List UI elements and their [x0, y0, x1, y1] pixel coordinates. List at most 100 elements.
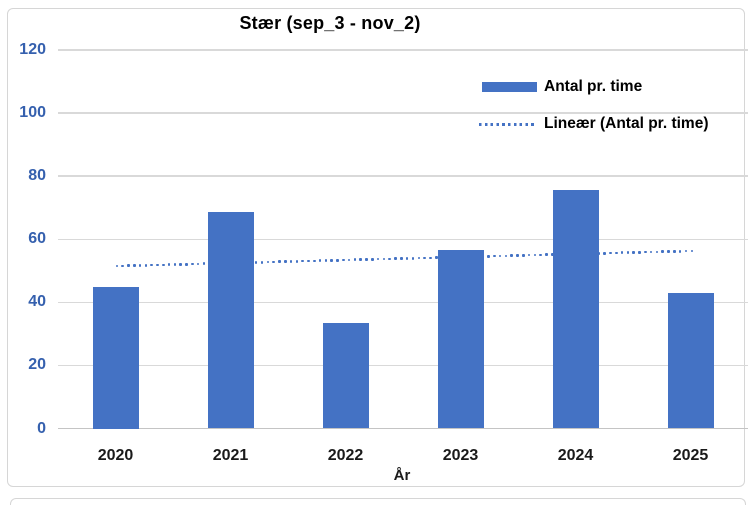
bar-2025[interactable]: [667, 292, 714, 429]
x-axis-tick-label: 2025: [672, 447, 709, 464]
y-axis-tick-label: 120: [19, 41, 46, 58]
trendline-dot: [138, 264, 142, 267]
bar-2023[interactable]: [437, 250, 484, 429]
trendline-dot: [202, 262, 206, 266]
trendline-dot: [260, 260, 264, 264]
trendline-dot: [336, 258, 339, 262]
trendline-dot: [597, 252, 601, 255]
x-axis-tick-label: 2024: [557, 447, 594, 464]
trendline-dot: [493, 254, 496, 258]
trendline-dot: [626, 251, 630, 254]
trendline-dot: [400, 257, 403, 260]
trendline-dot: [156, 263, 159, 267]
legend-item-trendline[interactable]: Lineær (Antal pr. time): [479, 115, 709, 133]
trendline-dot: [510, 254, 514, 257]
trendline-dot: [347, 258, 351, 262]
trendline-dot: [382, 257, 386, 261]
trendline-dot: [609, 251, 612, 255]
bar-2022[interactable]: [322, 322, 369, 429]
chart-title[interactable]: Stær (sep_3 - nov_2): [239, 13, 421, 33]
trendline-dot: [504, 254, 508, 258]
legend-bar-swatch: [482, 82, 537, 92]
trendline-dot: [644, 250, 647, 254]
trendline-dot: [498, 254, 502, 258]
y-axis-tick-label: 80: [28, 167, 46, 185]
trendline-dot: [661, 250, 665, 253]
trendline-dot: [405, 257, 409, 260]
trendline-dot: [144, 263, 148, 267]
trendline-dot: [371, 258, 374, 261]
bar-2024[interactable]: [552, 190, 599, 429]
trendline-dot: [330, 259, 333, 262]
trendline-dot: [359, 258, 363, 261]
trendline-dot: [353, 258, 357, 262]
trendline-dot: [667, 250, 670, 253]
trendline-dot: [638, 250, 641, 254]
trendline-dot: [185, 262, 188, 266]
trendline-dot: [603, 251, 606, 255]
trendline-dot: [376, 257, 380, 261]
trendline-dot: [429, 256, 432, 260]
trendline-dot: [127, 264, 130, 268]
trendline-dot: [684, 249, 688, 253]
trendline-dot: [487, 254, 490, 258]
trendline-dot: [365, 258, 368, 261]
trendline-dot: [678, 249, 682, 253]
trendline-dot: [312, 259, 316, 263]
trendline-dot: [545, 253, 548, 257]
gridline: [58, 364, 748, 367]
trendline-dot: [417, 256, 421, 260]
trendline-dot: [342, 258, 345, 262]
x-axis-tick-label: 2021: [212, 447, 249, 464]
trendline-dot: [673, 250, 676, 253]
gridline: [58, 301, 748, 304]
trendline-dot: [272, 260, 275, 264]
gridline: [58, 175, 748, 177]
legend-series-label: Antal pr. time: [544, 78, 643, 95]
y-axis-tick-label: 60: [28, 230, 46, 248]
trendline-dot: [121, 264, 124, 268]
trendline-dot: [191, 262, 194, 266]
trendline-dot: [318, 259, 322, 262]
gridline: [58, 112, 748, 114]
y-axis-tick-label: 100: [19, 104, 46, 122]
y-axis-tick-label: 40: [28, 293, 46, 311]
trendline-dot: [132, 264, 136, 267]
legend: Antal pr. time Lineær (Antal pr. time): [470, 70, 740, 140]
x-axis-title[interactable]: År: [393, 467, 411, 484]
trendline-dot: [411, 256, 415, 260]
x-axis-tick-label: 2020: [97, 447, 134, 464]
bar-2020[interactable]: [92, 286, 139, 429]
x-axis-line: [58, 427, 748, 430]
x-axis-tick-label: 2023: [442, 447, 479, 464]
trendline-dot: [161, 263, 165, 267]
trendline-dot: [115, 264, 119, 268]
gridline: [58, 238, 748, 240]
trendline-dot: [632, 251, 635, 254]
x-axis-tick-label: 2022: [327, 447, 364, 464]
trendline-dot: [551, 253, 554, 256]
trendline-dot: [150, 263, 153, 267]
y-axis-tick-label: 20: [28, 356, 46, 374]
trendline-dot: [295, 260, 299, 263]
trendline-dot: [533, 253, 537, 257]
legend-dotted-line-swatch: [479, 122, 537, 126]
trendline-dot: [254, 261, 258, 264]
trendline-dot: [655, 250, 659, 254]
bar-2021[interactable]: [207, 212, 254, 429]
next-chart-frame-edge: [10, 498, 746, 505]
trendline-dot: [301, 259, 304, 263]
trendline-dot: [539, 253, 543, 257]
legend-trendline-label: Lineær (Antal pr. time): [544, 115, 709, 132]
trendline-dot: [690, 249, 694, 253]
trendline-dot: [423, 256, 426, 260]
trendline-dot: [388, 257, 392, 261]
trendline-dot: [620, 251, 624, 255]
y-axis-tick-label: 0: [37, 419, 46, 437]
legend-item-series[interactable]: Antal pr. time: [482, 78, 642, 96]
trendline-dot: [516, 254, 519, 257]
trendline-dot: [179, 263, 182, 266]
trendline-dot: [324, 259, 328, 262]
trendline-dot: [522, 254, 525, 257]
